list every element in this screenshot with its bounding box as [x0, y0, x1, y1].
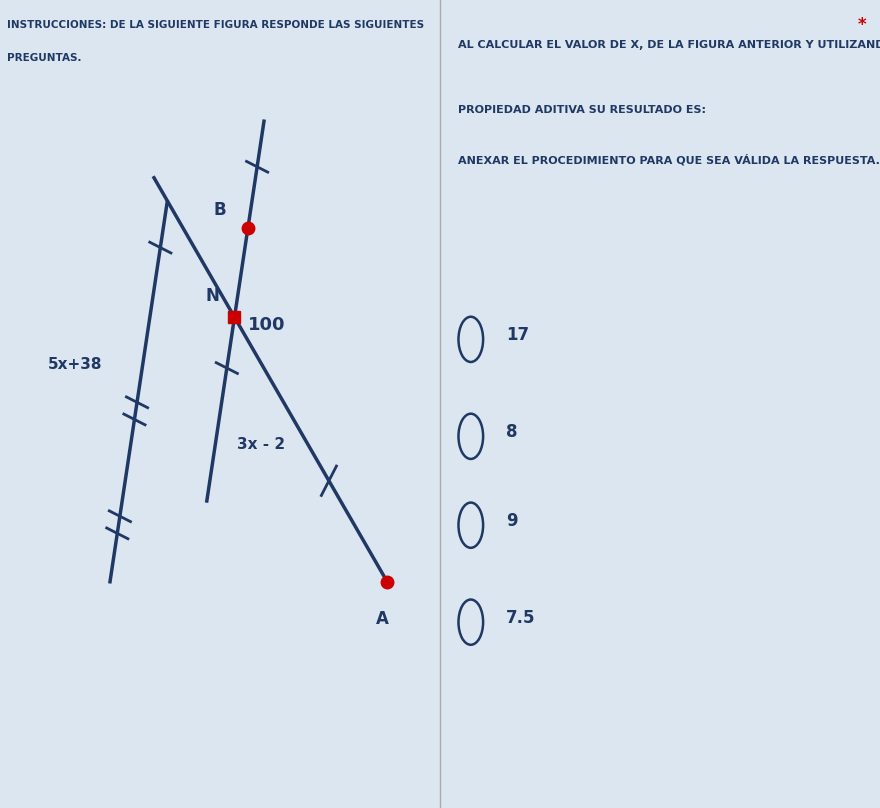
Text: A: A: [377, 610, 389, 628]
Text: 5x+38: 5x+38: [48, 357, 102, 372]
Text: ANEXAR EL PROCEDIMIENTO PARA QUE SEA VÁLIDA LA RESPUESTA.: ANEXAR EL PROCEDIMIENTO PARA QUE SEA VÁL…: [458, 154, 879, 165]
Text: 100: 100: [247, 316, 285, 335]
Text: 8: 8: [506, 423, 517, 441]
Text: 9: 9: [506, 512, 517, 530]
Text: 17: 17: [506, 326, 529, 344]
Text: 3x - 2: 3x - 2: [237, 437, 285, 452]
Text: 7.5: 7.5: [506, 609, 536, 627]
Text: *: *: [858, 16, 867, 34]
Text: AL CALCULAR EL VALOR DE X, DE LA FIGURA ANTERIOR Y UTILIZANDO LA: AL CALCULAR EL VALOR DE X, DE LA FIGURA …: [458, 40, 880, 50]
Text: PREGUNTAS.: PREGUNTAS.: [7, 53, 81, 62]
Text: N: N: [205, 287, 219, 305]
Text: INSTRUCCIONES: DE LA SIGUIENTE FIGURA RESPONDE LAS SIGUIENTES: INSTRUCCIONES: DE LA SIGUIENTE FIGURA RE…: [7, 20, 424, 30]
Text: B: B: [213, 201, 226, 220]
Text: PROPIEDAD ADITIVA SU RESULTADO ES:: PROPIEDAD ADITIVA SU RESULTADO ES:: [458, 105, 706, 115]
